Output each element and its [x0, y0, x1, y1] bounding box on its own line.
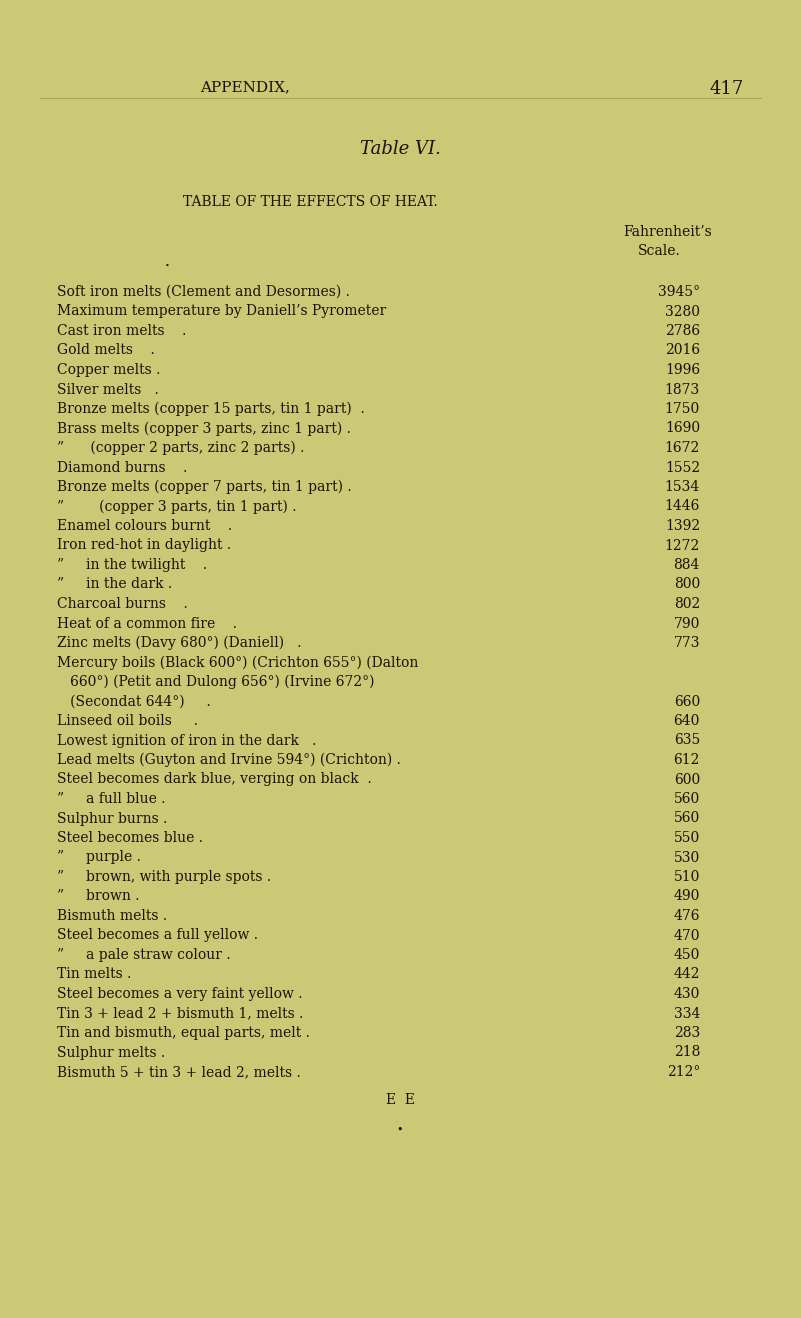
Text: 1552: 1552	[665, 460, 700, 474]
Text: 450: 450	[674, 948, 700, 962]
Text: Bronze melts (copper 15 parts, tin 1 part)  .: Bronze melts (copper 15 parts, tin 1 par…	[57, 402, 364, 416]
Text: 1996: 1996	[665, 362, 700, 377]
Text: Silver melts   .: Silver melts .	[57, 382, 159, 397]
Text: Bismuth 5 + tin 3 + lead 2, melts .: Bismuth 5 + tin 3 + lead 2, melts .	[57, 1065, 300, 1079]
Text: 334: 334	[674, 1007, 700, 1020]
Text: 600: 600	[674, 772, 700, 787]
Text: Brass melts (copper 3 parts, zinc 1 part) .: Brass melts (copper 3 parts, zinc 1 part…	[57, 422, 351, 436]
Text: Diamond burns    .: Diamond burns .	[57, 460, 187, 474]
Text: Zinc melts (Davy 680°) (Daniell)   .: Zinc melts (Davy 680°) (Daniell) .	[57, 637, 301, 650]
Text: Tin melts .: Tin melts .	[57, 967, 131, 982]
Text: 660: 660	[674, 695, 700, 709]
Text: ”     in the dark .: ” in the dark .	[57, 577, 172, 592]
Text: 884: 884	[674, 558, 700, 572]
Text: 660°) (Petit and Dulong 656°) (Irvine 672°): 660°) (Petit and Dulong 656°) (Irvine 67…	[57, 675, 375, 689]
Text: 283: 283	[674, 1025, 700, 1040]
Text: 550: 550	[674, 832, 700, 845]
Text: 3945°: 3945°	[658, 285, 700, 299]
Text: 2786: 2786	[665, 324, 700, 337]
Text: 560: 560	[674, 812, 700, 825]
Text: 2016: 2016	[665, 344, 700, 357]
Text: •: •	[165, 262, 170, 270]
Text: 560: 560	[674, 792, 700, 807]
Text: Steel becomes a full yellow .: Steel becomes a full yellow .	[57, 928, 258, 942]
Text: ”     purple .: ” purple .	[57, 850, 141, 865]
Text: Sulphur melts .: Sulphur melts .	[57, 1045, 165, 1060]
Text: ”     brown .: ” brown .	[57, 890, 139, 904]
Text: 1272: 1272	[665, 539, 700, 552]
Text: 800: 800	[674, 577, 700, 592]
Text: Maximum temperature by Daniell’s Pyrometer: Maximum temperature by Daniell’s Pyromet…	[57, 304, 386, 319]
Text: APPENDIX,: APPENDIX,	[200, 80, 290, 94]
Text: ”      (copper 2 parts, zinc 2 parts) .: ” (copper 2 parts, zinc 2 parts) .	[57, 442, 304, 456]
Text: ”     in the twilight    .: ” in the twilight .	[57, 558, 207, 572]
Text: Steel becomes dark blue, verging on black  .: Steel becomes dark blue, verging on blac…	[57, 772, 372, 787]
Text: Bronze melts (copper 7 parts, tin 1 part) .: Bronze melts (copper 7 parts, tin 1 part…	[57, 480, 352, 494]
Text: 635: 635	[674, 734, 700, 747]
Text: 1672: 1672	[665, 442, 700, 455]
Text: Bismuth melts .: Bismuth melts .	[57, 909, 167, 923]
Text: Lead melts (Guyton and Irvine 594°) (Crichton) .: Lead melts (Guyton and Irvine 594°) (Cri…	[57, 753, 400, 767]
Text: 430: 430	[674, 987, 700, 1000]
Text: Gold melts    .: Gold melts .	[57, 344, 155, 357]
Text: Table VI.: Table VI.	[360, 140, 441, 158]
Text: 790: 790	[674, 617, 700, 630]
Text: 1534: 1534	[665, 480, 700, 494]
Text: 218: 218	[674, 1045, 700, 1060]
Text: 773: 773	[674, 637, 700, 650]
Text: Copper melts .: Copper melts .	[57, 362, 160, 377]
Text: Steel becomes a very faint yellow .: Steel becomes a very faint yellow .	[57, 987, 303, 1000]
Text: 476: 476	[674, 909, 700, 923]
Text: Charcoal burns    .: Charcoal burns .	[57, 597, 187, 612]
Text: 442: 442	[674, 967, 700, 982]
Text: 1690: 1690	[665, 422, 700, 435]
Text: Mercury boils (Black 600°) (Crichton 655°) (Dalton: Mercury boils (Black 600°) (Crichton 655…	[57, 655, 418, 670]
Text: TABLE OF THE EFFECTS OF HEAT.: TABLE OF THE EFFECTS OF HEAT.	[183, 195, 437, 210]
Text: •: •	[396, 1124, 403, 1135]
Text: Fahrenheit’s: Fahrenheit’s	[623, 225, 712, 239]
Text: Enamel colours burnt    .: Enamel colours burnt .	[57, 519, 232, 532]
Text: ”     a pale straw colour .: ” a pale straw colour .	[57, 948, 231, 962]
Text: ”     brown, with purple spots .: ” brown, with purple spots .	[57, 870, 271, 884]
Text: E  E: E E	[385, 1093, 414, 1107]
Text: ”     a full blue .: ” a full blue .	[57, 792, 166, 807]
Text: Cast iron melts    .: Cast iron melts .	[57, 324, 187, 337]
Text: 612: 612	[674, 753, 700, 767]
Text: 640: 640	[674, 714, 700, 728]
Text: Steel becomes blue .: Steel becomes blue .	[57, 832, 203, 845]
Text: 802: 802	[674, 597, 700, 612]
Text: Iron red-hot in daylight .: Iron red-hot in daylight .	[57, 539, 231, 552]
Text: 490: 490	[674, 890, 700, 904]
Text: 1873: 1873	[665, 382, 700, 397]
Text: Scale.: Scale.	[638, 244, 681, 258]
Text: Tin 3 + lead 2 + bismuth 1, melts .: Tin 3 + lead 2 + bismuth 1, melts .	[57, 1007, 304, 1020]
Text: Heat of a common fire    .: Heat of a common fire .	[57, 617, 237, 630]
Text: ”        (copper 3 parts, tin 1 part) .: ” (copper 3 parts, tin 1 part) .	[57, 500, 296, 514]
Text: 470: 470	[674, 928, 700, 942]
Text: Tin and bismuth, equal parts, melt .: Tin and bismuth, equal parts, melt .	[57, 1025, 310, 1040]
Text: 212°: 212°	[666, 1065, 700, 1079]
Text: Linseed oil boils     .: Linseed oil boils .	[57, 714, 198, 728]
Text: 417: 417	[710, 80, 744, 98]
Text: 510: 510	[674, 870, 700, 884]
Text: 3280: 3280	[665, 304, 700, 319]
Text: Sulphur burns .: Sulphur burns .	[57, 812, 167, 825]
Text: 530: 530	[674, 850, 700, 865]
Text: 1750: 1750	[665, 402, 700, 416]
Text: (Secondat 644°)     .: (Secondat 644°) .	[57, 695, 211, 709]
Text: 1446: 1446	[665, 500, 700, 514]
Text: Lowest ignition of iron in the dark   .: Lowest ignition of iron in the dark .	[57, 734, 316, 747]
Text: 1392: 1392	[665, 519, 700, 532]
Text: Soft iron melts (Clement and Desormes) .: Soft iron melts (Clement and Desormes) .	[57, 285, 350, 299]
